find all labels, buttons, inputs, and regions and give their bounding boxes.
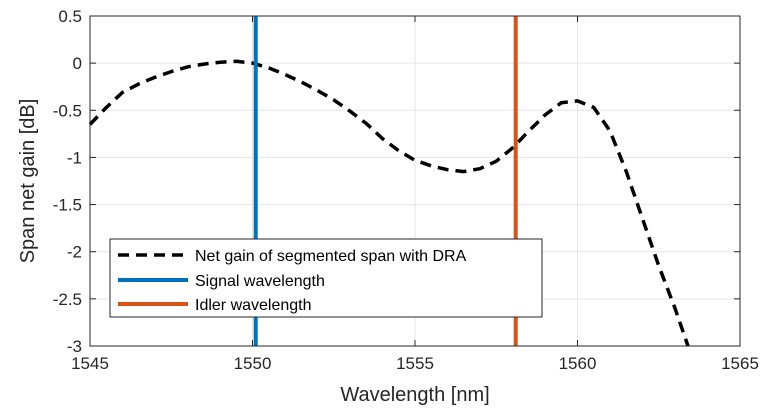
ticks-layer: 1545 1550 1555 1560 1565 0.5 0 -0.5 -1 -1.5 -2 -2.5… (53, 7, 759, 373)
y-tick-label: -2 (67, 243, 82, 262)
y-tick-label: 0 (73, 54, 82, 73)
legend-label-signal: Signal wavelength (195, 273, 325, 290)
x-tick-label: 1565 (721, 354, 759, 373)
x-tick-label: 1550 (234, 354, 272, 373)
y-tick-label: -3 (67, 337, 82, 356)
x-axis-title: Wavelength [nm] (340, 384, 489, 406)
legend-label-net-gain: Net gain of segmented span with DRA (195, 248, 467, 265)
legend-label-idler: Idler wavelength (195, 297, 312, 314)
x-tick-label: 1560 (559, 354, 597, 373)
legend: Net gain of segmented span with DRA Sign… (109, 238, 543, 318)
series-net-gain-line (88, 59, 690, 347)
y-tick-label: -0.5 (53, 101, 82, 120)
y-tick-label: -2.5 (53, 290, 82, 309)
y-axis-title: Span net gain [dB] (17, 99, 39, 264)
y-tick-label: 0.5 (58, 7, 82, 26)
y-tick-label: -1 (67, 148, 82, 167)
x-tick-label: 1545 (71, 354, 109, 373)
x-tick-label: 1555 (396, 354, 434, 373)
y-tick-label: -1.5 (53, 196, 82, 215)
